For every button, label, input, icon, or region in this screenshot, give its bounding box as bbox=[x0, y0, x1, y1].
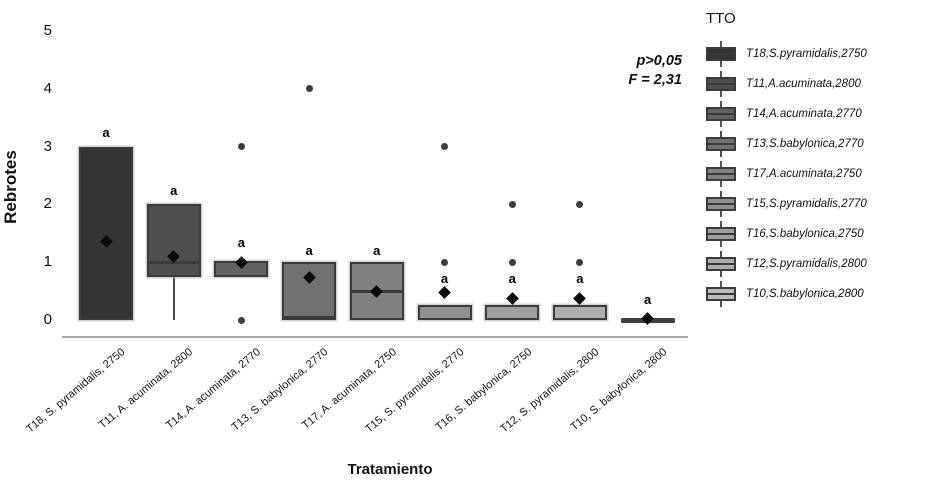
box bbox=[146, 204, 201, 277]
significance-label: a bbox=[643, 291, 652, 307]
y-tick-label: 1 bbox=[43, 253, 52, 271]
outlier-dot bbox=[237, 143, 245, 151]
y-tick-label: 0 bbox=[43, 311, 52, 328]
y-axis-title: Rebrotes bbox=[1, 150, 20, 224]
legend-title: TTO bbox=[706, 10, 736, 27]
boxplot-key-icon bbox=[706, 191, 736, 217]
legend-item-label: T16,S.babylonica,2750 bbox=[746, 228, 864, 240]
legend-item-label: T18,S.pyramidalis,2750 bbox=[746, 48, 867, 60]
boxplot-key-icon bbox=[706, 251, 736, 277]
legend-item-label: T15,S.pyramidalis,2770 bbox=[746, 198, 867, 210]
boxplot-key-icon bbox=[706, 41, 736, 67]
outlier-dot bbox=[508, 258, 516, 266]
legend-item: T16,S.babylonica,2750 bbox=[706, 219, 926, 249]
legend-item: T17,A.acuminata,2750 bbox=[706, 159, 926, 189]
significance-label: a bbox=[508, 270, 516, 286]
legend-item: T10,S.babylonica,2800 bbox=[706, 279, 926, 309]
legend-item-label: T10,S.babylonica,2800 bbox=[746, 288, 864, 300]
legend: TTO T18,S.pyramidalis,2750 T11,A.acuminat… bbox=[706, 10, 926, 309]
key-median bbox=[706, 263, 736, 265]
stats-annotation: p>0,05 F = 2,31 bbox=[482, 52, 682, 90]
boxplot-key-icon bbox=[706, 281, 736, 307]
whisker-line bbox=[172, 276, 175, 320]
f-value-text: F = 2,31 bbox=[628, 72, 682, 88]
y-tick-label: 3 bbox=[43, 137, 52, 155]
outlier-dot bbox=[237, 316, 245, 324]
legend-item: T18,S.pyramidalis,2750 bbox=[706, 39, 926, 69]
significance-label: a bbox=[576, 270, 584, 286]
outlier-dot bbox=[441, 258, 448, 266]
key-median bbox=[706, 203, 736, 205]
box bbox=[417, 304, 472, 320]
box bbox=[79, 146, 133, 320]
key-median bbox=[706, 113, 736, 115]
mean-diamond bbox=[438, 285, 451, 299]
boxplot-key-icon bbox=[706, 161, 736, 187]
legend-item-label: T13,S.babylonica,2770 bbox=[746, 138, 864, 150]
boxplot-key-icon bbox=[706, 101, 736, 127]
p-value-text: p>0,05 bbox=[636, 53, 682, 69]
outlier-dot bbox=[305, 85, 313, 93]
legend-item: T11,A.acuminata,2800 bbox=[706, 69, 926, 99]
mean-diamond bbox=[641, 312, 654, 326]
key-median bbox=[706, 83, 736, 85]
boxplot-key-icon bbox=[706, 221, 736, 247]
significance-label: a bbox=[305, 242, 313, 258]
box bbox=[485, 304, 540, 320]
outlier-dot bbox=[441, 143, 448, 151]
key-median bbox=[706, 173, 736, 175]
mean-diamond bbox=[573, 292, 587, 305]
significance-label: a bbox=[237, 234, 245, 250]
y-tick-label: 4 bbox=[43, 79, 52, 97]
significance-label: a bbox=[373, 242, 381, 258]
legend-item-label: T14,A.acuminata,2770 bbox=[746, 108, 862, 120]
significance-label: a bbox=[102, 124, 110, 140]
outlier-dot bbox=[576, 258, 584, 266]
legend-item: T14,A.acuminata,2770 bbox=[706, 99, 926, 129]
legend-item: T15,S.pyramidalis,2770 bbox=[706, 189, 926, 219]
boxplot-key-icon bbox=[706, 71, 736, 97]
x-axis-line bbox=[62, 336, 688, 338]
x-axis-title: Tratamiento bbox=[347, 461, 433, 478]
y-tick-label: 2 bbox=[43, 195, 52, 213]
box bbox=[282, 262, 337, 320]
key-median bbox=[706, 53, 736, 55]
legend-items: T18,S.pyramidalis,2750 T11,A.acuminata,28… bbox=[706, 39, 926, 309]
mean-diamond bbox=[505, 292, 519, 305]
median-line bbox=[282, 316, 337, 320]
box bbox=[552, 304, 607, 320]
significance-label: a bbox=[170, 182, 178, 198]
legend-item-label: T12,S.pyramidalis,2800 bbox=[746, 258, 867, 270]
outlier-dot bbox=[508, 200, 516, 208]
key-median bbox=[706, 143, 736, 145]
key-median bbox=[706, 293, 736, 295]
boxplot-key-icon bbox=[706, 131, 736, 157]
legend-item-label: T11,A.acuminata,2800 bbox=[746, 78, 861, 90]
legend-item-label: T17,A.acuminata,2750 bbox=[746, 168, 862, 180]
key-median bbox=[706, 233, 736, 235]
significance-label: a bbox=[440, 270, 449, 286]
legend-item: T13,S.babylonica,2770 bbox=[706, 129, 926, 159]
y-tick-label: 5 bbox=[43, 22, 52, 39]
legend-item: T12,S.pyramidalis,2800 bbox=[706, 249, 926, 279]
outlier-dot bbox=[576, 200, 584, 208]
